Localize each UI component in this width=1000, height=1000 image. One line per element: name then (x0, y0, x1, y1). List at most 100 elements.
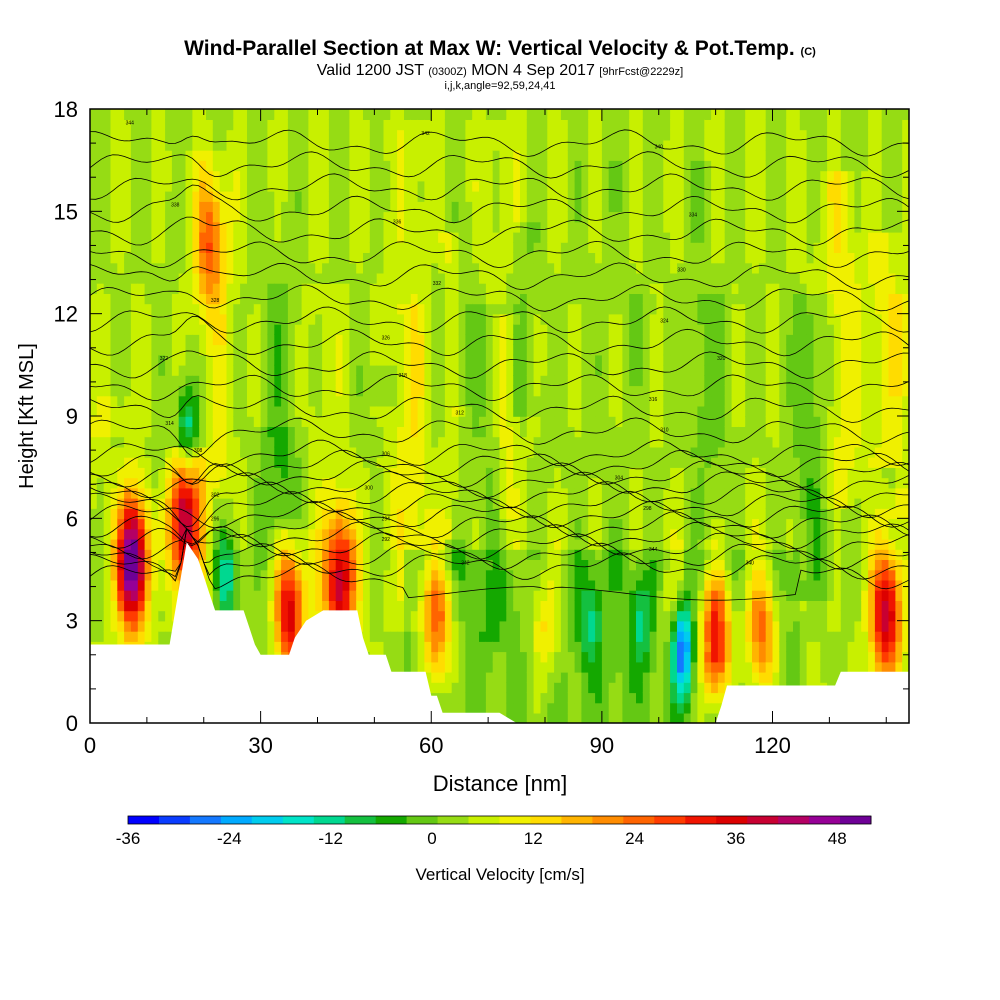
velocity-cell (103, 231, 112, 243)
velocity-cell (130, 252, 139, 264)
velocity-cell (96, 467, 105, 479)
velocity-cell (226, 395, 235, 407)
velocity-cell (322, 119, 330, 131)
velocity-cell (308, 323, 316, 335)
velocity-cell (417, 467, 426, 479)
velocity-cell (287, 129, 296, 141)
velocity-cell (328, 242, 337, 253)
velocity-cell (506, 170, 514, 182)
velocity-cell (363, 467, 371, 479)
velocity-cell (567, 293, 576, 305)
velocity-cell (247, 211, 255, 223)
velocity-cell (185, 323, 194, 335)
velocity-cell (622, 262, 630, 274)
velocity-cell (356, 313, 364, 325)
velocity-cell (260, 139, 269, 151)
velocity-cell (233, 313, 241, 325)
velocity-cell (376, 211, 385, 223)
velocity-cell (103, 436, 112, 448)
velocity-cell (636, 180, 644, 192)
velocity-cell (144, 272, 153, 284)
velocity-cell (506, 467, 514, 479)
velocity-cell (315, 109, 323, 120)
velocity-cell (130, 293, 139, 305)
velocity-cell (240, 170, 248, 182)
velocity-cell (369, 262, 378, 274)
velocity-cell (438, 323, 446, 335)
velocity-cell (308, 283, 316, 294)
velocity-cell (642, 293, 651, 305)
velocity-cell (151, 272, 159, 284)
velocity-cell (171, 344, 180, 356)
velocity-cell (560, 682, 569, 694)
velocity-cell (622, 231, 630, 243)
velocity-cell (595, 436, 603, 448)
velocity-cell (451, 508, 460, 520)
velocity-cell (301, 201, 310, 213)
velocity-cell (96, 242, 105, 253)
velocity-cell (171, 211, 180, 223)
velocity-cell (253, 364, 262, 376)
velocity-cell (308, 221, 316, 233)
velocity-cell (588, 528, 596, 540)
velocity-cell (526, 323, 535, 335)
velocity-cell (410, 641, 419, 653)
velocity-cell (574, 661, 583, 673)
velocity-cell (438, 518, 446, 530)
velocity-cell (110, 242, 119, 253)
velocity-cell (451, 661, 460, 673)
velocity-cell (649, 334, 658, 346)
velocity-cell (601, 569, 610, 581)
velocity-cell (554, 579, 562, 591)
velocity-cell (485, 641, 494, 653)
velocity-cell (247, 129, 255, 141)
velocity-cell (158, 549, 166, 560)
velocity-cell (513, 272, 521, 284)
velocity-cell (151, 569, 159, 581)
velocity-cell (554, 661, 562, 673)
velocity-cell (356, 201, 364, 213)
velocity-cell (629, 139, 637, 151)
velocity-cell (554, 671, 562, 683)
velocity-cell (206, 313, 214, 325)
velocity-cell (342, 477, 351, 489)
velocity-cell (540, 129, 549, 141)
velocity-cell (124, 303, 132, 315)
velocity-cell (574, 518, 583, 530)
velocity-cell (656, 702, 665, 714)
velocity-cell (451, 487, 460, 499)
velocity-cell (144, 180, 153, 192)
velocity-cell (281, 630, 289, 642)
velocity-cell (390, 272, 398, 284)
velocity-cell (485, 129, 494, 141)
velocity-cell (595, 497, 603, 509)
velocity-cell (144, 467, 153, 479)
velocity-cell (260, 497, 269, 509)
velocity-cell (417, 364, 426, 376)
velocity-cell (431, 334, 439, 346)
velocity-cell (369, 508, 378, 520)
velocity-cell (137, 446, 146, 458)
velocity-cell (622, 467, 630, 479)
velocity-cell (301, 242, 310, 253)
velocity-cell (158, 252, 166, 264)
velocity-cell (199, 129, 207, 141)
velocity-cell (472, 610, 480, 622)
velocity-cell (390, 344, 398, 356)
velocity-cell (547, 497, 555, 509)
velocity-cell (595, 630, 603, 642)
velocity-cell (520, 283, 528, 294)
velocity-cell (110, 303, 119, 315)
velocity-cell (465, 702, 473, 714)
velocity-cell (458, 528, 467, 540)
velocity-cell (424, 620, 432, 632)
velocity-cell (137, 293, 146, 305)
velocity-cell (431, 641, 439, 653)
velocity-cell (642, 549, 651, 560)
velocity-cell (369, 610, 378, 622)
velocity-cell (465, 364, 473, 376)
velocity-cell (247, 569, 255, 581)
velocity-cell (171, 160, 180, 172)
velocity-cell (124, 395, 132, 407)
